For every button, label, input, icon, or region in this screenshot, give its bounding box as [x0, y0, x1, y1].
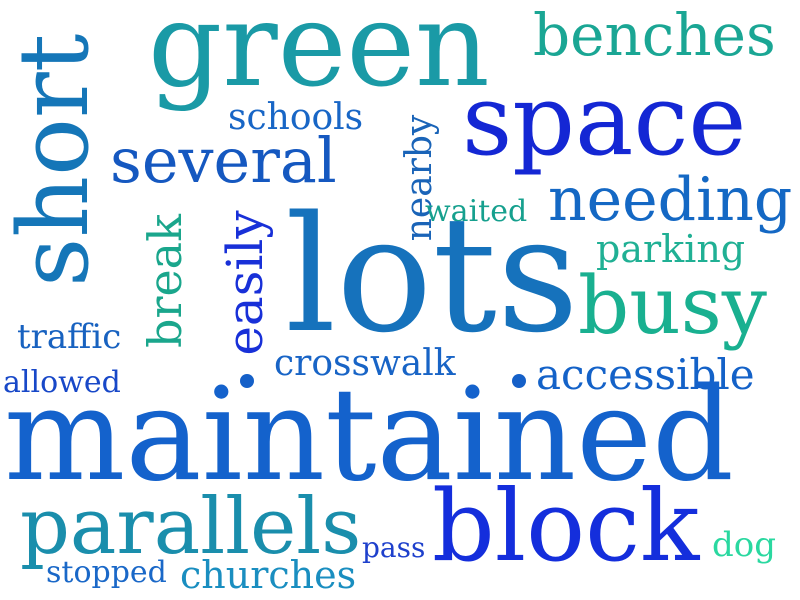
word-parking: parking	[596, 227, 746, 271]
word-block: block	[432, 470, 700, 584]
word-lots: lots	[285, 181, 579, 368]
word-churches: churches	[180, 553, 357, 597]
word-break: break	[138, 214, 192, 348]
word-allowed: allowed	[3, 365, 121, 400]
word-dog: dog	[712, 525, 776, 565]
word-benches: benches	[533, 1, 776, 69]
word-accessible: accessible	[536, 350, 755, 399]
dot-left	[240, 374, 254, 388]
word-pass: pass	[362, 531, 426, 564]
word-several: several	[110, 124, 337, 197]
word-space: space	[462, 64, 747, 178]
word-green: green	[148, 0, 490, 113]
word-busy: busy	[578, 259, 767, 352]
dot-right	[512, 374, 526, 388]
word-traffic: traffic	[17, 317, 122, 357]
word-short: short	[0, 33, 110, 287]
word-needing: needing	[548, 165, 793, 235]
word-crosswalk: crosswalk	[274, 343, 456, 384]
word-parallels: parallels	[20, 482, 362, 572]
word-maintained: maintained	[4, 361, 734, 510]
word-waited: waited	[425, 194, 528, 229]
word-schools: schools	[228, 97, 364, 138]
word-easily: easily	[216, 210, 274, 356]
word-stopped: stopped	[46, 555, 167, 590]
